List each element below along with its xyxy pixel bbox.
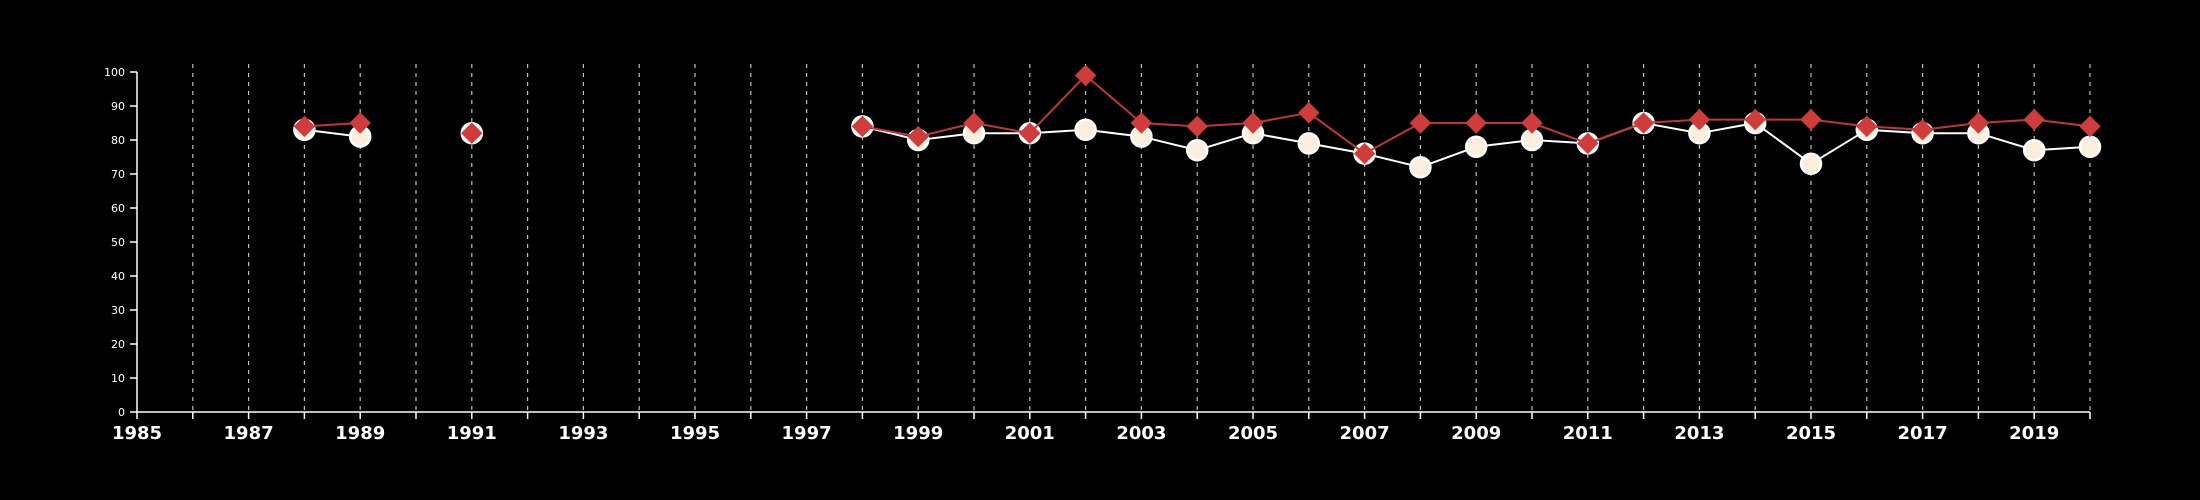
- series-segment: [862, 125, 919, 138]
- x-tick-label: 2003: [1116, 423, 1166, 444]
- data-point-diamond: [1688, 108, 1711, 131]
- series-segment: [1084, 74, 1143, 124]
- x-tick-label: 1993: [558, 423, 608, 444]
- data-point-diamond: [1800, 108, 1822, 131]
- data-point-diamond: [2079, 115, 2101, 138]
- y-tick-label: 40: [111, 270, 125, 283]
- data-point-circle: [2022, 138, 2046, 162]
- data-point-circle: [1799, 152, 1823, 176]
- x-tick-label: 2009: [1451, 423, 1501, 444]
- x-tick-label: 2019: [2009, 423, 2059, 444]
- x-tick-label: 1987: [224, 423, 274, 444]
- data-point-circle: [1409, 155, 1432, 179]
- y-tick-label: 90: [111, 100, 125, 113]
- y-tick-label: 60: [111, 202, 125, 215]
- series-segment: [917, 122, 975, 138]
- x-tick-label: 2001: [1005, 423, 1055, 444]
- data-point-diamond: [1967, 112, 1990, 134]
- x-tick-label: 2015: [1786, 423, 1836, 444]
- data-point-diamond: [293, 115, 316, 138]
- series-segment: [1308, 111, 1366, 155]
- y-tick-label: 30: [111, 304, 125, 317]
- data-point-diamond: [1409, 112, 1432, 134]
- data-point-diamond: [963, 112, 985, 134]
- y-tick-label: 0: [118, 406, 125, 419]
- data-point-diamond: [851, 115, 874, 138]
- data-point-diamond: [907, 125, 929, 148]
- data-point-diamond: [1521, 112, 1543, 134]
- data-point-circle: [1074, 118, 1097, 142]
- y-tick-label: 20: [111, 338, 125, 351]
- x-tick-label: 1995: [670, 423, 720, 444]
- x-tick-label: 1997: [782, 423, 832, 444]
- data-point-circle: [2078, 135, 2102, 159]
- data-point-circle: [1185, 138, 1209, 162]
- x-tick-label: 1991: [447, 423, 497, 444]
- x-tick-label: 2005: [1228, 423, 1278, 444]
- data-point-diamond: [1911, 119, 1934, 141]
- y-tick-label: 50: [111, 236, 125, 249]
- data-point-diamond: [1130, 112, 1153, 134]
- data-point-circle: [1464, 135, 1488, 159]
- data-point-diamond: [2023, 108, 2045, 131]
- series-segment: [1531, 122, 1589, 145]
- data-point-diamond: [349, 112, 371, 134]
- x-tick-label: 2013: [1674, 423, 1724, 444]
- data-point-diamond: [1577, 132, 1599, 155]
- x-tick-label: 1989: [335, 423, 385, 444]
- y-tick-label: 100: [104, 66, 125, 79]
- series-2: [293, 64, 2101, 165]
- series-segment: [1754, 122, 1812, 165]
- data-point-diamond: [1298, 102, 1320, 124]
- series-segment: [1364, 122, 1421, 155]
- series-segment: [1587, 122, 1644, 145]
- axes: 0 10 20 30 40 50 60 70 80 90 100 1985 1987 1989 1991 19…: [104, 66, 2091, 444]
- x-tick-label: 2017: [1898, 423, 1948, 444]
- series: [293, 64, 2102, 179]
- data-point-diamond: [461, 122, 483, 144]
- y-tick-label: 70: [111, 168, 125, 181]
- data-point-diamond: [1186, 115, 1208, 138]
- x-tick-label: 1999: [893, 423, 943, 444]
- y-tick-label: 80: [111, 134, 125, 147]
- y-tick-label: 10: [111, 372, 125, 385]
- x-tick-label: 1985: [112, 423, 162, 444]
- series-segment: [1029, 74, 1087, 134]
- series-segment: [973, 122, 1030, 135]
- data-point-diamond: [1353, 142, 1376, 165]
- series-segment: [1252, 111, 1309, 124]
- data-point-diamond: [1242, 112, 1264, 134]
- data-point-diamond: [1465, 112, 1487, 134]
- x-tick-label: 2007: [1340, 423, 1390, 444]
- data-point-circle: [1297, 132, 1321, 155]
- x-tick-label: 2011: [1563, 423, 1613, 444]
- data-point-diamond: [1074, 64, 1097, 87]
- data-point-diamond: [1744, 108, 1766, 131]
- data-point-diamond: [1019, 122, 1041, 144]
- data-point-diamond: [1856, 115, 1878, 138]
- data-point-diamond: [1632, 112, 1655, 134]
